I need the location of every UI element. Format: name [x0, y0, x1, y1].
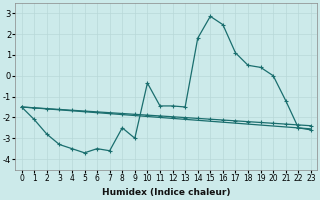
X-axis label: Humidex (Indice chaleur): Humidex (Indice chaleur) [102, 188, 230, 197]
